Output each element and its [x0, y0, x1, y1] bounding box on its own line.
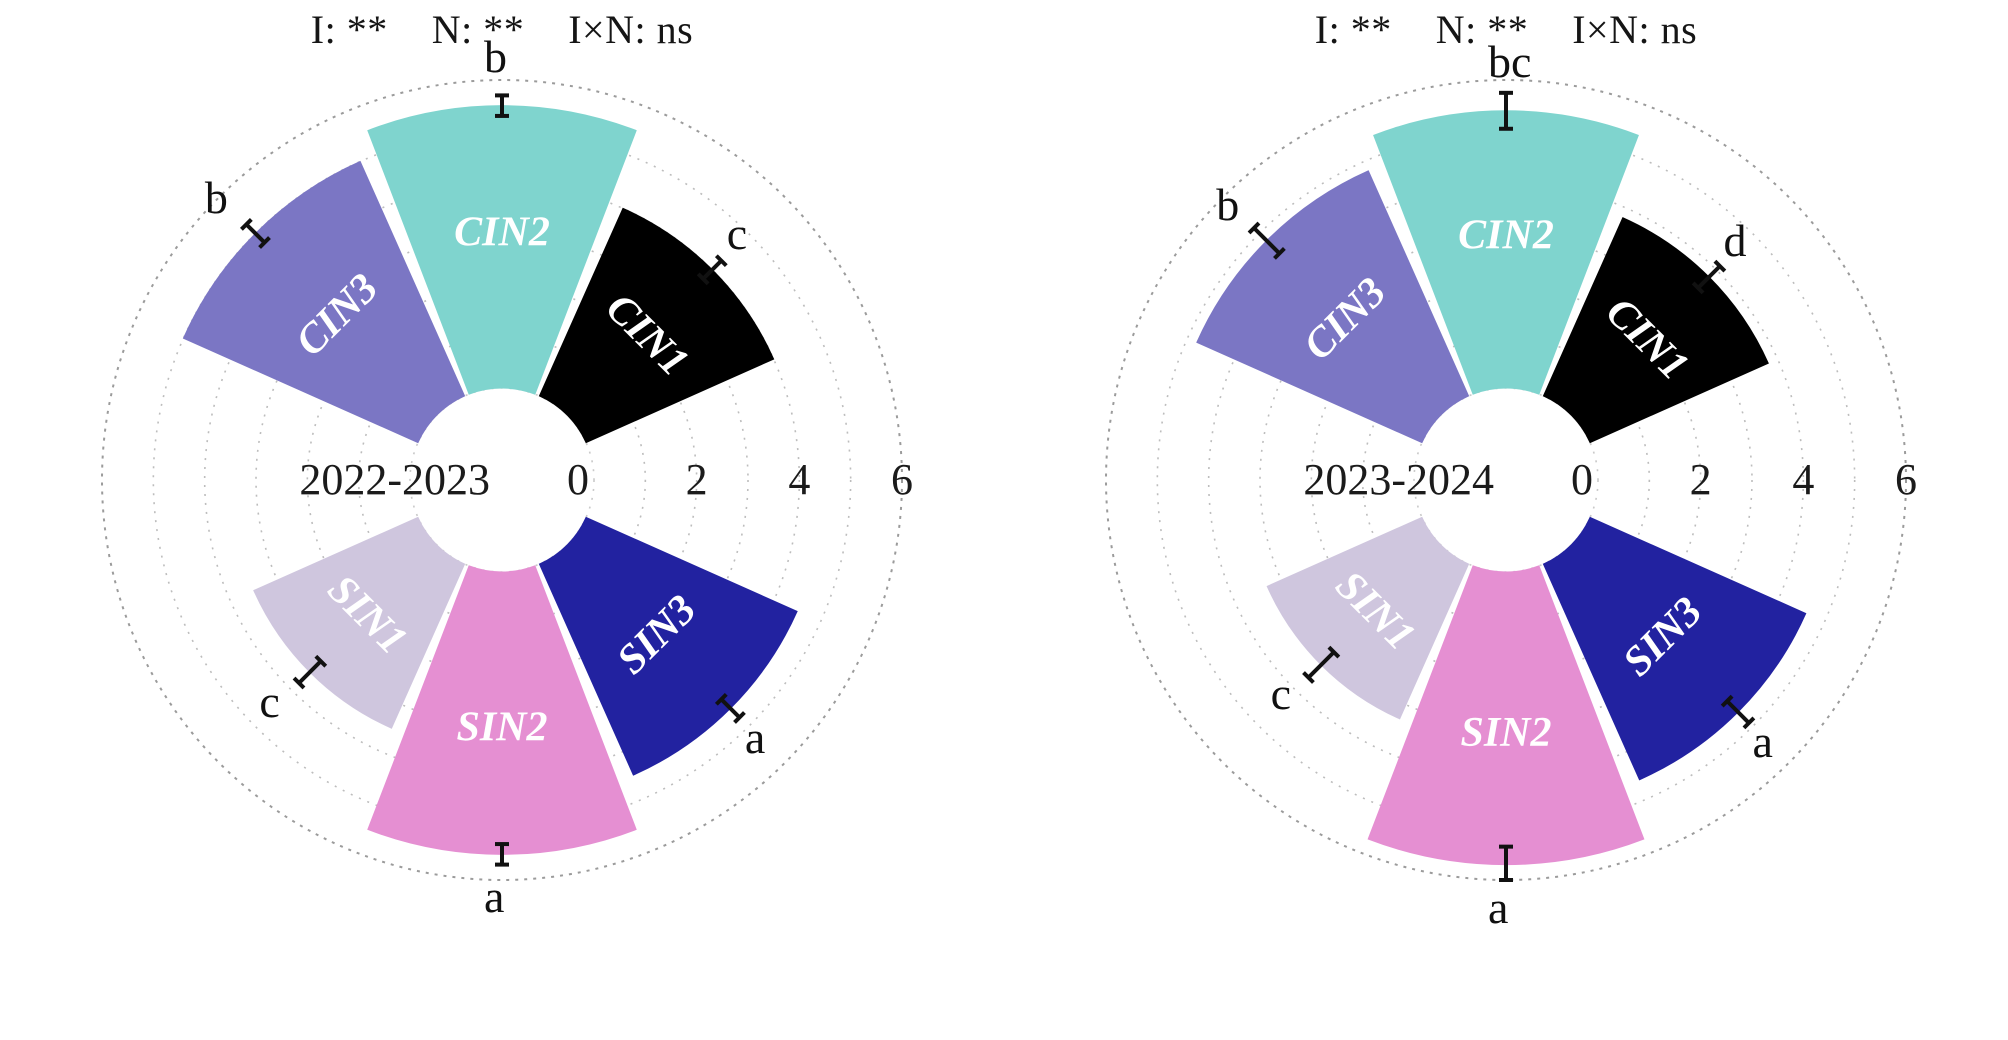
significance-letter-CIN2: bc: [1488, 35, 1532, 87]
wedge-CIN2[interactable]: CIN2: [367, 93, 637, 395]
error-bar-CIN1: [696, 254, 728, 286]
wedge-shape[interactable]: [1373, 110, 1639, 395]
error-bar-SIN2: [1499, 844, 1513, 882]
significance-letter-SIN2: a: [484, 871, 505, 923]
wedge-SIN1[interactable]: SIN1: [253, 516, 466, 729]
significance-letter-CIN2: b: [484, 30, 507, 82]
error-bar-CIN3: [240, 218, 271, 249]
wedge-shape[interactable]: [367, 565, 637, 855]
significance-letter-SIN1: c: [259, 675, 280, 727]
wedge-label-SIN2: SIN2: [456, 704, 547, 750]
stat-nitrogen: N: **: [1435, 7, 1529, 52]
error-bar-SIN2: [495, 842, 509, 867]
chart-panel-2022-2023: I: ** N: ** I×N: ns CIN1 CIN2 CIN3 SIN1 SIN2 SIN…: [0, 6, 1004, 1020]
significance-letter-CIN3: b: [204, 171, 228, 223]
radial-tick-4: 4: [788, 455, 811, 504]
stat-nitrogen: N: **: [431, 7, 525, 52]
radial-tick-0: 0: [1571, 455, 1593, 504]
significance-letter-CIN3: b: [1216, 179, 1240, 231]
radial-tick-0: 0: [567, 455, 589, 504]
wedge-CIN1[interactable]: CIN1: [538, 207, 775, 444]
season-label: 2022-2023: [299, 455, 490, 504]
significance-letter-CIN1: d: [1723, 215, 1747, 267]
polar-gridlines: [101, 79, 903, 881]
polar-plot-area: CIN1 CIN2 CIN3 SIN1 SIN2 SIN3 d bc b c a a 2023-2024…: [1004, 38, 2008, 1020]
wedge-shape[interactable]: [538, 207, 775, 444]
wedge-shape[interactable]: [1367, 565, 1645, 866]
wedge-label-CIN2: CIN2: [454, 210, 550, 256]
significance-letter-SIN3: a: [1752, 715, 1773, 767]
error-bar-CIN2: [1499, 90, 1513, 131]
wedge-shape[interactable]: [367, 105, 637, 395]
significance-letter-SIN3: a: [744, 711, 766, 763]
wedge-SIN2[interactable]: SIN2: [367, 565, 637, 867]
radial-tick-2: 2: [685, 455, 708, 504]
wedge-CIN2[interactable]: CIN2: [1373, 90, 1639, 395]
wedge-shape[interactable]: [538, 516, 798, 776]
wedge-CIN3[interactable]: CIN3: [182, 160, 466, 444]
error-bar-CIN1: [1691, 259, 1727, 295]
wedge-shape[interactable]: [1196, 170, 1470, 444]
wedge-label-CIN2: CIN2: [1458, 213, 1554, 259]
radial-tick-6: 6: [1895, 455, 1917, 504]
wedge-shape[interactable]: [1542, 516, 1807, 781]
significance-letter-CIN1: c: [726, 208, 748, 260]
error-bar-CIN3: [1247, 221, 1286, 260]
stats-header: I: ** N: ** I×N: ns: [1004, 6, 2008, 53]
error-bar-CIN2: [495, 93, 509, 118]
wedge-shape[interactable]: [182, 160, 466, 444]
error-bar-SIN1: [292, 654, 328, 690]
significance-letter-SIN1: c: [1270, 668, 1292, 720]
chart-panel-2023-2024: I: ** N: ** I×N: ns CIN1 CIN2 CIN3 SIN1 SIN2 SIN…: [1004, 0, 2008, 1040]
wedge-SIN3[interactable]: SIN3: [1542, 516, 1807, 781]
stat-irrigation: I: **: [1314, 7, 1392, 52]
wedge-CIN3[interactable]: CIN3: [1196, 170, 1470, 444]
error-bar-SIN3: [714, 692, 746, 724]
wedge-SIN1[interactable]: SIN1: [1266, 516, 1470, 720]
stat-interaction: I×N: ns: [568, 7, 694, 52]
error-bar-SIN3: [1720, 694, 1756, 730]
wedge-label-SIN2: SIN2: [1460, 710, 1551, 756]
radial-tick-4: 4: [1792, 455, 1815, 504]
wedge-SIN3[interactable]: SIN3: [538, 516, 798, 776]
wedge-CIN1[interactable]: CIN1: [1542, 217, 1769, 444]
radial-tick-6: 6: [891, 455, 913, 504]
radial-tick-2: 2: [1689, 455, 1712, 504]
stat-interaction: I×N: ns: [1572, 7, 1698, 52]
stats-header: I: ** N: ** I×N: ns: [0, 6, 1004, 53]
wedge-shape[interactable]: [1542, 217, 1769, 444]
wedge-SIN2[interactable]: SIN2: [1367, 565, 1645, 882]
polar-plot-area: CIN1 CIN2 CIN3 SIN1 SIN2 SIN3 c b b c a a 2022-2023 0…: [0, 33, 1004, 1020]
wedge-shape[interactable]: [1266, 516, 1470, 720]
error-bar-SIN1: [1302, 645, 1341, 684]
significance-letter-SIN2: a: [1488, 881, 1509, 933]
season-label: 2023-2024: [1303, 455, 1494, 504]
polar-gridlines: [1105, 79, 1907, 881]
wedge-shape[interactable]: [253, 516, 466, 729]
stat-irrigation: I: **: [310, 7, 388, 52]
